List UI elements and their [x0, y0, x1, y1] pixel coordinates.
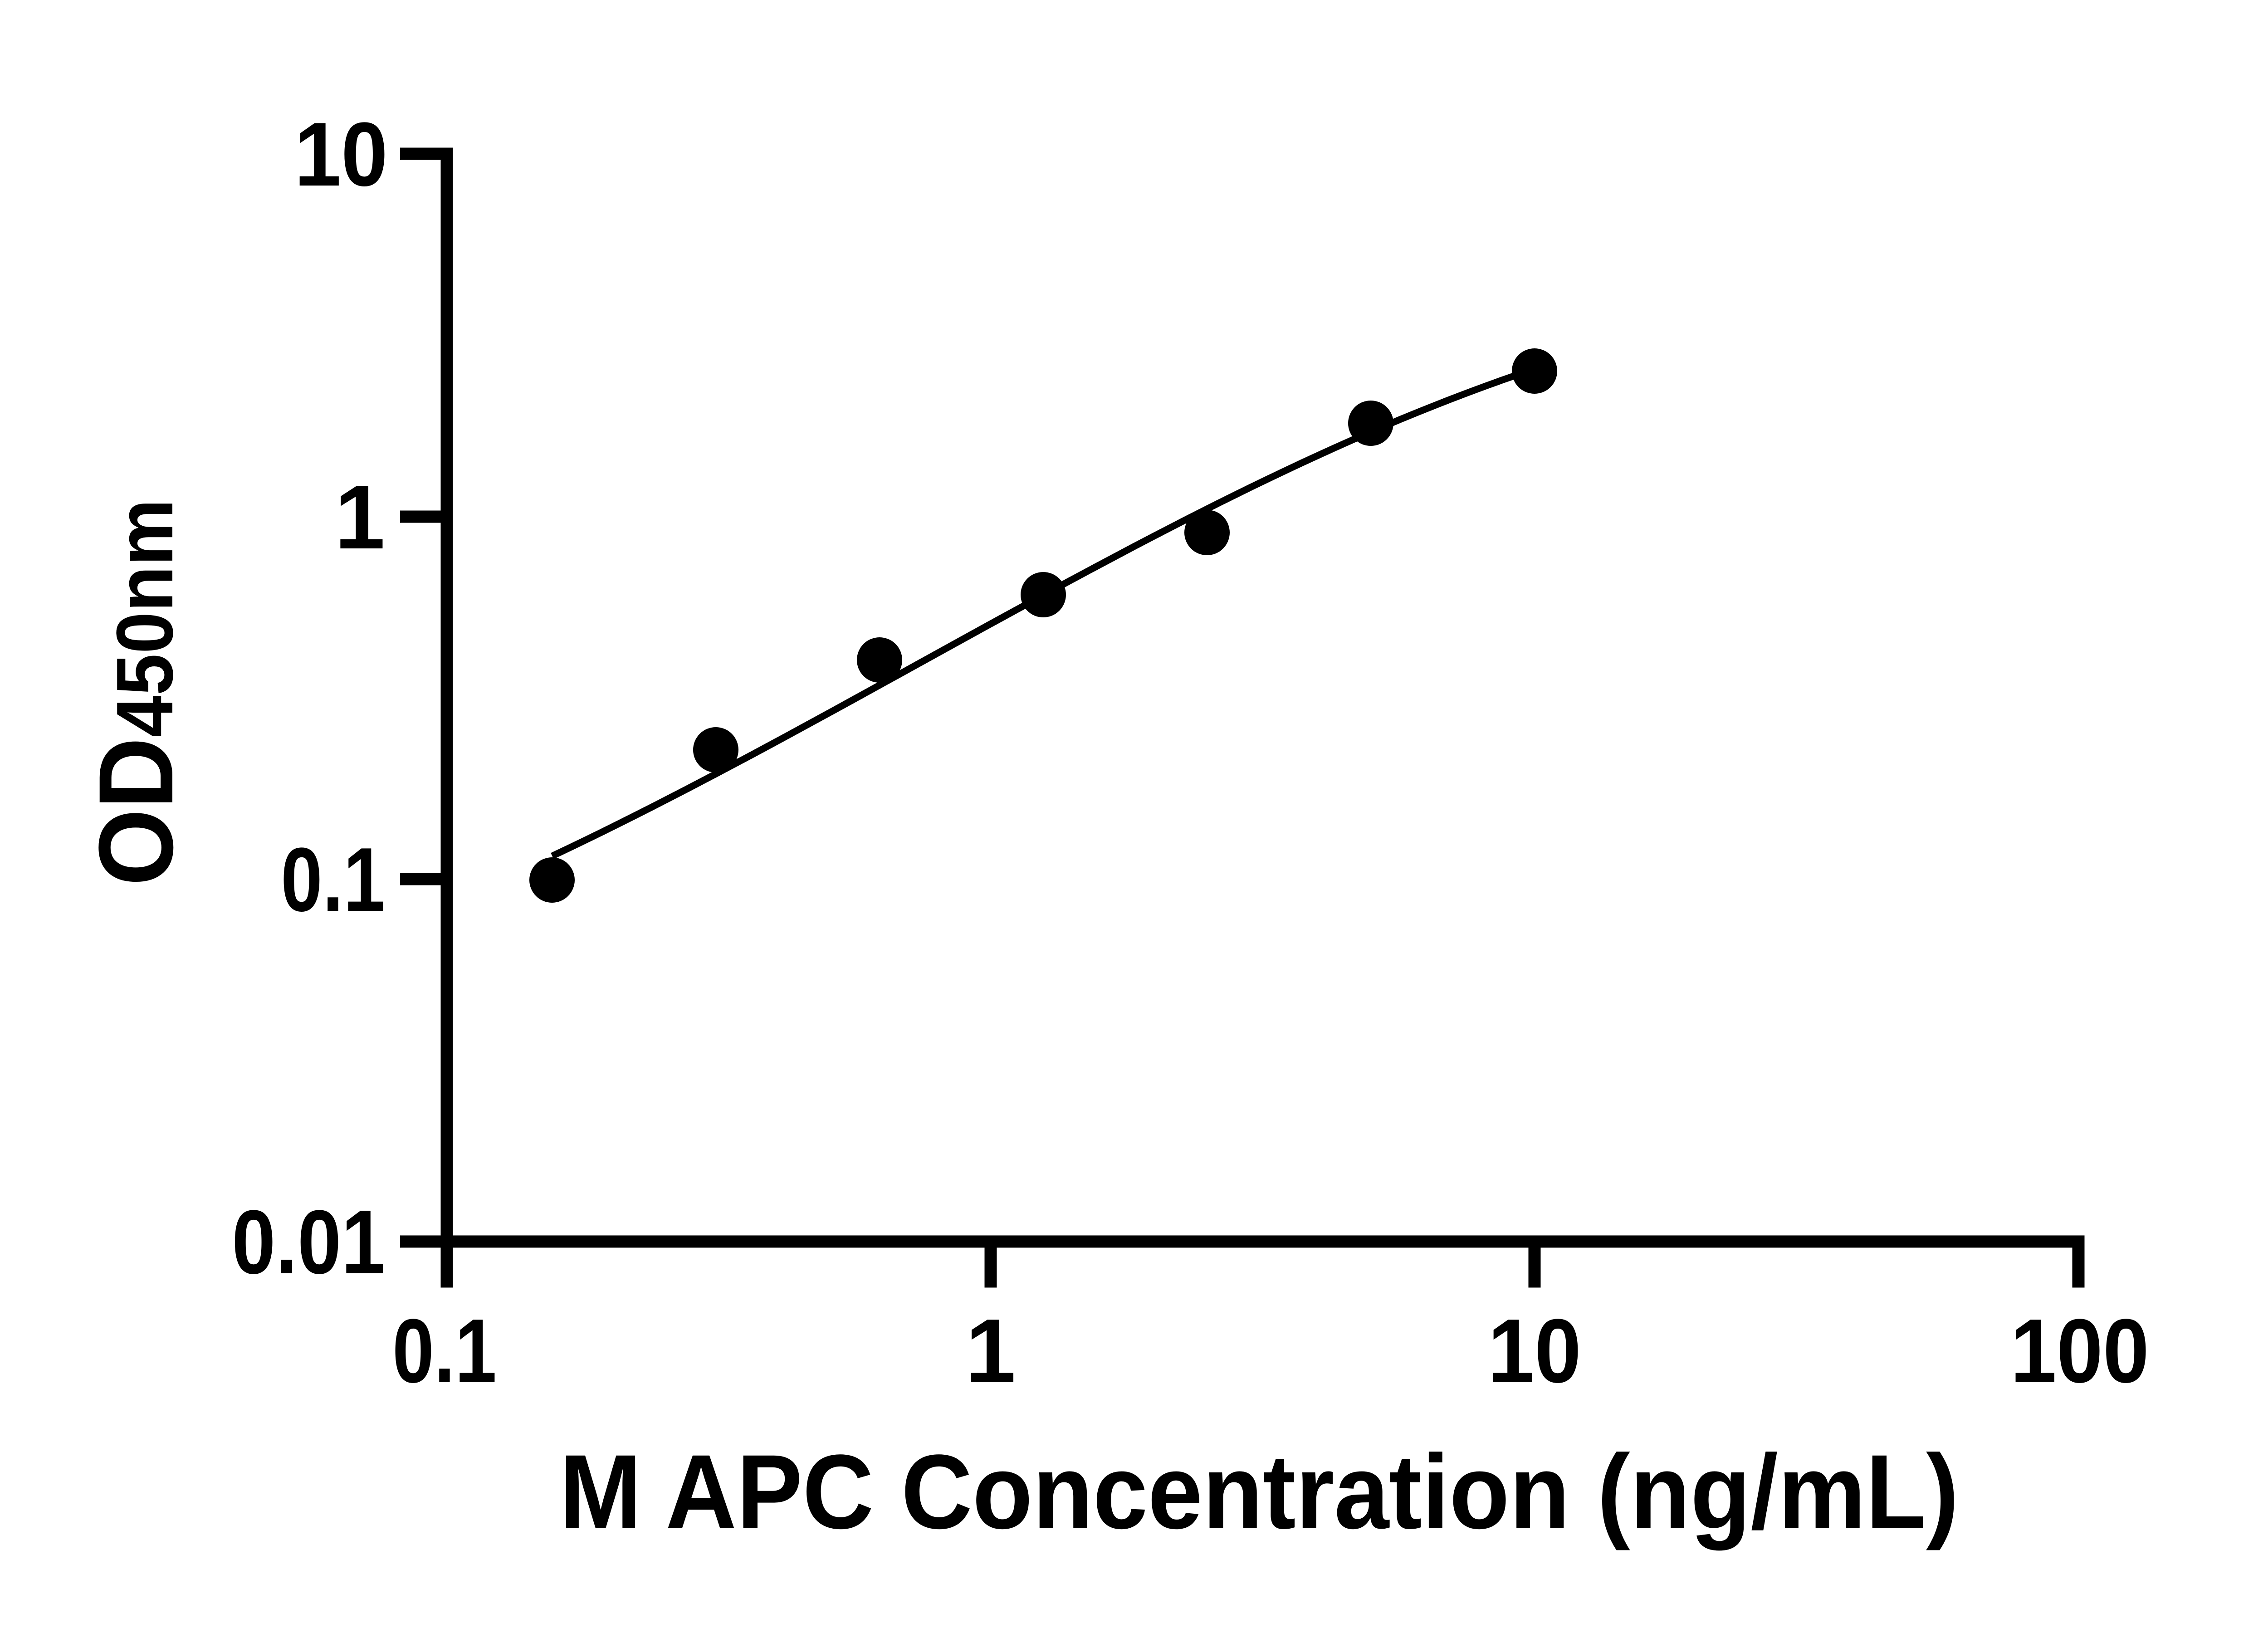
svg-text:10: 10 [1488, 1301, 1581, 1402]
svg-text:0.1: 0.1 [392, 1301, 497, 1402]
svg-text:100: 100 [2010, 1301, 2149, 1402]
svg-text:1: 1 [965, 1301, 1016, 1402]
svg-text:0.1: 0.1 [281, 829, 385, 930]
svg-text:M APC Concentration (ng/mL): M APC Concentration (ng/mL) [560, 1433, 1959, 1551]
svg-text:10: 10 [294, 104, 388, 205]
svg-text:0.01: 0.01 [232, 1192, 385, 1293]
svg-text:1: 1 [335, 467, 385, 568]
